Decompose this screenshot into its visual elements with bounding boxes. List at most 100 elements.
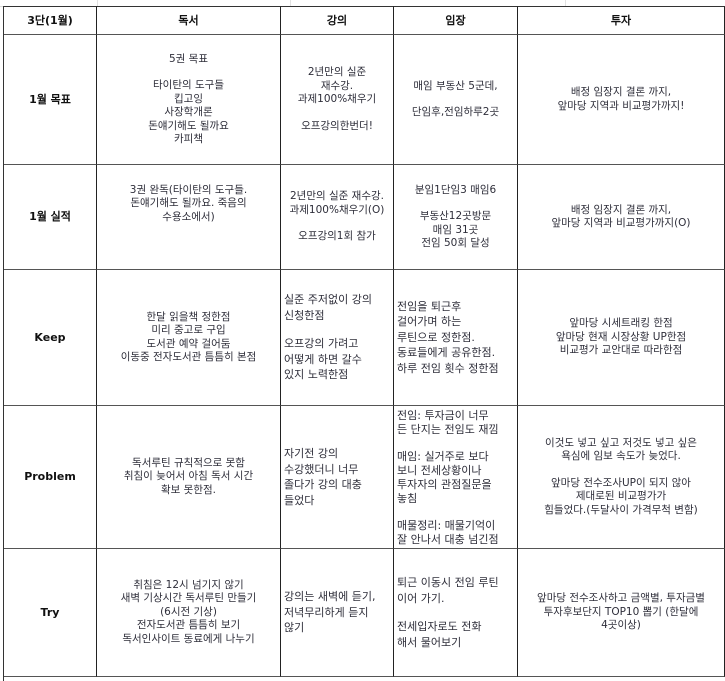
cell-line: 미리 중고로 구입	[151, 324, 226, 336]
cell-line: 수강했더니 너무	[284, 462, 359, 476]
table-cell[interactable]: 강의는 새벽에 듣기, 저녁무리하게 듣지 않기	[281, 549, 394, 677]
cell-line: 퇴근 이동시 전임 루틴	[397, 576, 499, 589]
cell-line: 2년만의 실준 재수강.	[290, 190, 384, 203]
cell-line: 과제100%채우기	[297, 93, 377, 105]
cell-line: 취침이 늦어서 아침 독서 시간	[123, 470, 254, 483]
table-cell[interactable]: 한달 읽을책 정한점 미리 중고로 구입 도서관 예약 걸어둠 이동중 전자도서관 틈…	[97, 270, 281, 406]
header-cell-text: 강의	[326, 13, 348, 27]
cell-line: 보니 전세상황이나	[397, 464, 482, 477]
table-cell[interactable]: 앞마당 전수조사하고 금액별, 투자금별 투자후보단지 TOP10 뽑기 (한달에…	[518, 549, 725, 677]
cell-line: 돈얘기해도 될까요. 죽음의	[130, 197, 247, 210]
cell-line: 루틴으로 정한점.	[397, 330, 475, 344]
cell-line: 분임1단임3 매임6	[414, 183, 497, 196]
cell-line: 과제100%채우기(O)	[289, 203, 385, 216]
cell-line: 이동중 전자도서관 틈틈히 본점	[120, 351, 257, 363]
table-cell[interactable]: 3권 완독(타이탄의 도구들. 돈얘기해도 될까요. 죽음의 수용소에서)	[97, 165, 281, 270]
cell-line: 강의는 새벽에 듣기,	[284, 590, 376, 604]
row-label[interactable]: Try	[4, 549, 97, 677]
cell-line: 재수강.	[320, 79, 354, 92]
cell-line: 4곳이상)	[601, 619, 641, 632]
cell-line: 2년만의 실준	[307, 66, 367, 78]
cell-line: 힘들었다.(두달사이 가격무척 변함)	[544, 503, 698, 516]
header-cell[interactable]: 투자	[518, 6, 725, 35]
row-label-text: Try	[40, 605, 60, 619]
table-cell[interactable]: 매임 부동산 5군데, 단임후,전임하루2곳	[394, 35, 518, 165]
cell-line: 돈얘기해도 될까요	[148, 119, 229, 132]
cell-line: 들었다	[284, 493, 315, 507]
row-label[interactable]: 1월 실적	[4, 165, 97, 270]
cell-line: 든 단지는 전임도 재낌	[397, 423, 499, 436]
table-cell[interactable]: 앞마당 시세트래킹 한점 앞마당 현재 시장상황 UP한점 비교평가 교안대로 따라…	[518, 270, 725, 406]
cell-line: 독서인사이트 동료에게 나누기	[122, 632, 255, 645]
table-cell[interactable]: 5권 목표 타이탄의 도구들 킵고잉 사장학개론 돈얘기해도 될까요 카피책	[97, 35, 281, 165]
cell-line: 졸다가 강의 대충	[284, 478, 362, 491]
cell-line: 실준 주저없이 강의	[284, 293, 372, 307]
cell-line: 욕심에 임보 속도가 늦었다.	[561, 450, 681, 463]
header-cell[interactable]: 임장	[394, 6, 518, 35]
cell-line: 이것도 넣고 싶고 저것도 넣고 싶은	[545, 436, 697, 449]
table-cell[interactable]: 이것도 넣고 싶고 저것도 넣고 싶은 욕심에 임보 속도가 늦었다. 앞마당 전수…	[518, 406, 725, 549]
cell-line: 투자자의 관점질문을	[397, 478, 492, 491]
table-cell[interactable]: 2년만의 실준 재수강. 과제100%채우기(O) 오프강의1회 참가	[281, 165, 394, 270]
cell-line: 전세입자로도 전화	[397, 620, 482, 633]
row-label[interactable]: Keep	[4, 270, 97, 406]
table-cell[interactable]: 분임1단임3 매임6 부동산12곳방문 매임 31곳 전임 50회 달성	[394, 165, 518, 270]
cell-line: 저녁무리하게 듣지	[284, 605, 369, 619]
cell-line: 앞마당 현재 시장상황 UP한점	[555, 330, 687, 343]
table-cell[interactable]: 배정 임장지 결론 까지, 앞마당 지역과 비교평가까지(O)	[518, 165, 725, 270]
table-cell[interactable]: 독서루틴 규칙적으로 못함 취침이 늦어서 아침 독서 시간 확보 못한점.	[97, 406, 281, 549]
header-cell-text: 임장	[445, 13, 466, 27]
cell-line: 앞마당 전수조사UP이 되지 않아	[551, 476, 691, 489]
cell-line: 5권 목표	[169, 52, 208, 65]
cell-line: 수용소에서)	[162, 210, 215, 223]
table-cell[interactable]: 2년만의 실준 재수강. 과제100%채우기 오프강의한번더!	[281, 35, 394, 165]
table-cell[interactable]: 배정 임장지 결론 까지, 앞마당 지역과 비교평가까지!	[518, 35, 725, 165]
row-label-text: Keep	[34, 330, 66, 344]
table-cell[interactable]: 실준 주저없이 강의 신청한점 오프강의 가려고 어떻게 하면 갈수 있지 노력한점	[281, 270, 394, 406]
cell-line: 매물정리: 매물기억이	[397, 519, 496, 532]
cell-line: 독서루틴 규칙적으로 못함	[132, 456, 245, 469]
cell-line: 확보 못한점.	[161, 483, 216, 496]
header-cell-text: 3단(1월)	[27, 13, 73, 27]
cell-line: 사장학개론	[164, 106, 213, 118]
cell-line: 비교평가 교안대로 따라한점	[559, 344, 683, 357]
cell-line: 새벽 기상시간 독서루틴 만들기	[120, 592, 257, 605]
cell-line: 부동산12곳방문	[419, 210, 492, 222]
header-cell[interactable]: 강의	[281, 6, 394, 35]
cell-line: 3권 완독(타이탄의 도구들.	[129, 183, 248, 196]
table-cell[interactable]: 자기전 강의 수강했더니 너무 졸다가 강의 대충 들었다	[281, 406, 394, 549]
cell-line: 잘 안나서 대충 넘긴점	[397, 533, 499, 546]
header-cell[interactable]: 3단(1월)	[4, 6, 97, 35]
row-label-text: Problem	[24, 470, 76, 484]
cell-line: (6시전 기상)	[160, 605, 217, 618]
header-cell-text: 투자	[610, 13, 632, 27]
table-cell[interactable]: 퇴근 이동시 전임 루틴 이어 가기. 전세입자로도 전화 해서 물어보기	[394, 549, 518, 677]
cell-line: 전임: 투자금이 너무	[397, 409, 489, 422]
cell-line: 제대로된 비교평가가	[575, 490, 667, 503]
cell-line: 단임후,전임하루2곳	[411, 106, 500, 118]
row-label[interactable]: Problem	[4, 406, 97, 549]
cell-line: 어떻게 하면 갈수	[284, 352, 362, 366]
cell-line: 매임 부동산 5군데,	[413, 79, 498, 92]
row-label-text: 1월 실적	[29, 210, 71, 224]
header-cell[interactable]: 독서	[97, 6, 281, 35]
cell-line: 취침은 12시 넘기지 않기	[133, 578, 244, 591]
cell-line: 해서 물어보기	[397, 635, 462, 649]
cell-line: 걸어가며 하는	[397, 315, 462, 329]
cell-line: 전임 50회 달성	[421, 237, 490, 249]
cell-line: 앞마당 시세트래킹 한점	[569, 317, 673, 330]
table-cell[interactable]: 취침은 12시 넘기지 않기 새벽 기상시간 독서루틴 만들기 (6시전 기상) 전자…	[97, 549, 281, 677]
cell-line: 앞마당 지역과 비교평가까지!	[557, 99, 685, 112]
cell-line: 전자도서관 틈틈히 보기	[136, 619, 241, 632]
row-label-text: 1월 목표	[29, 92, 71, 106]
cell-line: 있지 노력한점	[284, 368, 349, 382]
cell-line: 배정 임장지 결론 까지,	[570, 203, 672, 216]
cell-line: 매임 31곳	[432, 223, 479, 236]
row-label[interactable]: 1월 목표	[4, 35, 97, 165]
header-cell-text: 독서	[178, 13, 199, 27]
cell-line: 놓침	[397, 492, 418, 505]
table-cell[interactable]: 전임을 퇴근후 걸어가며 하는 루틴으로 정한점. 동료들에게 공유한점. 하루 전임 …	[394, 270, 518, 406]
cell-line: 신청한점	[284, 308, 325, 322]
cell-line: 매임: 실거주로 보다	[397, 450, 489, 463]
